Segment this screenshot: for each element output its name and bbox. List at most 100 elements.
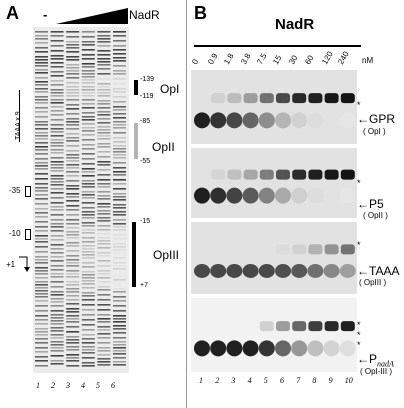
gel-band: [81, 194, 95, 196]
gel-band: [50, 327, 64, 329]
gel-band: [113, 305, 126, 307]
minus10-label: -10: [9, 229, 21, 238]
gel-band: [35, 356, 48, 358]
gel-band: [97, 273, 111, 275]
gel-band: [97, 92, 111, 94]
concentration-label: 3.8: [238, 51, 253, 66]
gel-band: [50, 214, 64, 216]
shifted-complex-band: [243, 169, 258, 180]
gel-band: [66, 318, 80, 320]
gel-band: [50, 347, 64, 349]
gel-band: [35, 281, 48, 283]
gel-band: [66, 326, 80, 328]
gel-band: [97, 95, 111, 97]
gel-band: [81, 257, 95, 259]
shifted-complex-band: [259, 321, 274, 332]
gel-band: [66, 303, 80, 305]
gpr-star: *: [357, 100, 361, 110]
gel-band: [50, 355, 64, 357]
gel-band: [113, 49, 126, 51]
gel-band: [81, 41, 95, 43]
panel-b-lane-number: 6: [280, 376, 284, 385]
gel-band: [50, 298, 64, 300]
p5-operator-label: ( OpII ): [363, 211, 388, 220]
gel-band: [35, 116, 48, 118]
gel-band: [35, 328, 48, 330]
gel-band: [50, 235, 64, 237]
emsa-gel-pnada: [191, 298, 357, 372]
gel-band: [81, 153, 95, 155]
gel-band: [97, 265, 111, 267]
gel-band: [66, 276, 80, 278]
gel-band: [35, 51, 48, 53]
gel-band: [66, 360, 80, 362]
footprint-gel: [33, 27, 129, 373]
gel-band: [66, 291, 80, 293]
gel-band: [81, 158, 95, 160]
gel-band: [35, 72, 48, 74]
concentration-label: 240: [336, 49, 351, 66]
gel-band: [50, 256, 64, 258]
opiii-bottom-coord: -55: [140, 158, 151, 165]
gel-band: [66, 242, 80, 244]
gel-band: [66, 154, 80, 156]
gel-band: [97, 260, 111, 262]
free-probe-band: [323, 263, 340, 278]
gel-band: [81, 202, 95, 204]
panel-a-lane-number: 3: [66, 381, 70, 390]
gel-band: [81, 107, 95, 109]
gel-band: [66, 167, 80, 169]
gel-band: [81, 44, 95, 46]
gel-band: [97, 58, 111, 60]
gel-band: [66, 67, 80, 69]
gel-band: [66, 95, 80, 97]
panel-b-lane-number: 1: [199, 376, 203, 385]
gel-band: [81, 191, 95, 193]
gel-band: [50, 226, 64, 228]
gel-band: [66, 188, 80, 190]
gel-band: [113, 325, 126, 327]
gel-band: [50, 330, 64, 332]
gel-band: [97, 107, 111, 109]
opiii-label: OpII: [152, 140, 175, 154]
gel-band: [50, 131, 64, 133]
opii-label: OpIII: [153, 248, 180, 262]
free-probe-band: [339, 112, 356, 129]
panel-a: A - NadR TAAA x 9 -35 -10 +1 -139 -119 O…: [0, 0, 186, 408]
gel-band: [113, 268, 126, 270]
gel-band: [113, 275, 126, 277]
gel-band: [81, 103, 95, 105]
gel-band: [113, 31, 126, 33]
gel-band: [81, 229, 95, 231]
gel-band: [81, 357, 95, 359]
gel-band: [66, 284, 80, 286]
gel-band: [50, 75, 64, 77]
gel-band: [50, 89, 64, 91]
gel-band: [97, 41, 111, 43]
gel-band: [50, 124, 64, 126]
gel-band: [97, 50, 111, 52]
gel-band: [66, 262, 80, 264]
gel-band: [113, 188, 126, 190]
gel-band: [35, 88, 48, 90]
gel-band: [50, 181, 64, 183]
gel-band: [66, 140, 80, 142]
free-probe-band: [258, 112, 275, 129]
free-probe-band: [194, 187, 210, 204]
gel-band: [50, 310, 64, 312]
gel-band: [50, 291, 64, 293]
opi-bottom-coord: -119: [140, 93, 154, 100]
gel-band: [97, 78, 111, 80]
free-probe-band: [291, 340, 308, 357]
gel-band: [97, 156, 111, 158]
gel-band: [81, 241, 95, 243]
gel-band: [35, 56, 48, 58]
gel-band: [113, 96, 126, 98]
gel-band: [97, 174, 111, 176]
gel-band: [35, 198, 48, 200]
gel-band: [66, 150, 80, 152]
gel-band: [66, 86, 80, 88]
gel-band: [113, 113, 126, 115]
gel-band: [35, 77, 48, 79]
gel-band: [50, 188, 64, 190]
